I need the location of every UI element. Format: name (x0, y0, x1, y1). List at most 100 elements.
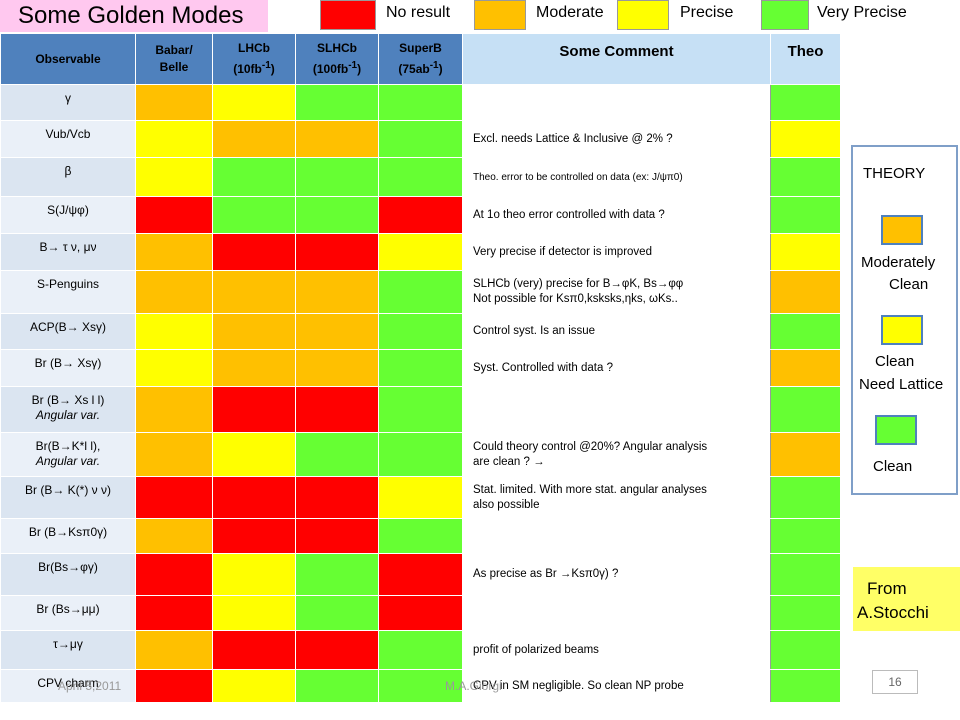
rating-cell-slhcb (295, 349, 379, 387)
rating-cell-babar-belle (135, 313, 213, 350)
footer-date: April 5,2011 (58, 679, 122, 693)
table-row: Br (Bs→μμ) (0, 595, 841, 631)
table-row: S-Penguins SLHCb (very) precise for B→φK,… (0, 270, 841, 314)
credit-line2: A.Stocchi (857, 603, 929, 622)
comment-cell: Control syst. Is an issue (462, 313, 771, 350)
rating-cell-babar-belle (135, 157, 213, 197)
rating-cell-slhcb (295, 196, 379, 234)
table-row: Br (B→ Xs l l) Angular var. (0, 386, 841, 433)
comment-cell: CPV in SM negligible. So clean NP probe (462, 669, 771, 703)
rating-cell-superb (378, 432, 463, 477)
rating-cell-lhcb (212, 349, 296, 387)
theo-cell (770, 349, 841, 387)
rating-cell-lhcb (212, 630, 296, 670)
rating-cell-babar-belle (135, 120, 213, 158)
theory-label-clean: Clean (873, 458, 913, 475)
rating-cell-babar-belle (135, 84, 213, 121)
rating-cell-babar-belle (135, 386, 213, 433)
comment-cell: Stat. limited. With more stat. angular a… (462, 476, 771, 519)
observable-cell: S-Penguins (0, 270, 136, 314)
observable-cell: Br (B→ Xsγ) (0, 349, 136, 387)
rating-cell-lhcb (212, 386, 296, 433)
rating-cell-slhcb (295, 157, 379, 197)
rating-cell-superb (378, 349, 463, 387)
observable-cell: CPV charm (0, 669, 136, 703)
theo-cell (770, 270, 841, 314)
rating-cell-superb (378, 84, 463, 121)
rating-cell-slhcb (295, 432, 379, 477)
table-row: γ (0, 84, 841, 121)
rating-cell-lhcb (212, 84, 296, 121)
comment-cell (462, 386, 771, 433)
observable-cell: Br (B→Ksπ0γ) (0, 518, 136, 554)
rating-cell-slhcb (295, 270, 379, 314)
table-row: CPV charm CPV in SM negligible. So clean … (0, 669, 841, 703)
legend-swatch-moderate (474, 0, 526, 30)
comment-cell: At 1o theo error controlled with data ? (462, 196, 771, 234)
rating-cell-lhcb (212, 270, 296, 314)
legend-label-very-precise: Very Precise (817, 4, 907, 21)
observable-cell: Vub/Vcb (0, 120, 136, 158)
credit-box: From A.Stocchi (853, 567, 960, 631)
theo-cell (770, 233, 841, 271)
observable-cell: Br (B→ K(*) ν ν) (0, 476, 136, 519)
rating-cell-superb (378, 630, 463, 670)
comment-cell: As precise as Br →Ksπ0γ) ? (462, 553, 771, 596)
rating-cell-babar-belle (135, 553, 213, 596)
footer-author: M.A.Giorgi (445, 679, 502, 693)
slide-title: Some Golden Modes (0, 0, 268, 32)
theo-cell (770, 313, 841, 350)
observable-cell: ACP(B→ Xsγ) (0, 313, 136, 350)
rating-cell-slhcb (295, 518, 379, 554)
rating-cell-superb (378, 270, 463, 314)
rating-cell-slhcb (295, 233, 379, 271)
table-row: S(J/ψφ) At 1o theo error controlled with … (0, 196, 841, 234)
rating-cell-lhcb (212, 196, 296, 234)
rating-cell-slhcb (295, 120, 379, 158)
observable-cell: B→ τ ν, μν (0, 233, 136, 271)
rating-cell-slhcb (295, 595, 379, 631)
comment-cell (462, 595, 771, 631)
header-row: Observable Babar/Belle LHCb (10fb-1) SLHC… (0, 33, 841, 85)
legend-label-moderate: Moderate (536, 4, 604, 21)
theory-legend-box: THEORY Moderately Clean Clean Need Latti… (851, 145, 958, 495)
theory-label-lattice-line2: Need Lattice (859, 376, 944, 393)
header-babar-belle: Babar/Belle (135, 33, 213, 85)
table-row: Br (B→ K(*) ν ν) Stat. limited. With more… (0, 476, 841, 519)
rating-cell-superb (378, 120, 463, 158)
rating-cell-lhcb (212, 120, 296, 158)
rating-cell-slhcb (295, 84, 379, 121)
comment-cell: Could theory control @20%? Angular analy… (462, 432, 771, 477)
rating-cell-slhcb (295, 630, 379, 670)
table-row: Br(B→K*l l), Angular var. Could theory con… (0, 432, 841, 477)
header-slhcb: SLHCb (100fb-1) (295, 33, 379, 85)
theo-cell (770, 196, 841, 234)
rating-cell-babar-belle (135, 595, 213, 631)
header-observable: Observable (0, 33, 136, 85)
theory-label-lattice-line1: Clean (875, 353, 915, 370)
comment-cell: profit of polarized beams (462, 630, 771, 670)
rating-cell-lhcb (212, 669, 296, 703)
rating-cell-slhcb (295, 553, 379, 596)
rating-cell-lhcb (212, 476, 296, 519)
observable-cell: τ→μγ (0, 630, 136, 670)
comment-cell: SLHCb (very) precise for B→φK, Bs→φφ Not … (462, 270, 771, 314)
table-row: Br (B→Ksπ0γ) (0, 518, 841, 554)
theory-swatch-need-lattice (881, 315, 923, 345)
theo-cell (770, 476, 841, 519)
table-row: ACP(B→ Xsγ) Control syst. Is an issue (0, 313, 841, 350)
rating-cell-superb (378, 595, 463, 631)
observable-cell: Br (Bs→μμ) (0, 595, 136, 631)
observable-cell: β (0, 157, 136, 197)
theory-heading: THEORY (863, 165, 926, 182)
header-superb: SuperB (75ab-1) (378, 33, 463, 85)
rating-cell-lhcb (212, 157, 296, 197)
credit-line1: From (867, 579, 907, 598)
rating-cell-superb (378, 476, 463, 519)
comparison-table: Observable Babar/Belle LHCb (10fb-1) SLHC… (0, 33, 841, 703)
observable-cell: γ (0, 84, 136, 121)
theory-swatch-clean (875, 415, 917, 445)
rating-cell-superb (378, 196, 463, 234)
comment-cell: Syst. Controlled with data ? (462, 349, 771, 387)
rating-cell-babar-belle (135, 233, 213, 271)
